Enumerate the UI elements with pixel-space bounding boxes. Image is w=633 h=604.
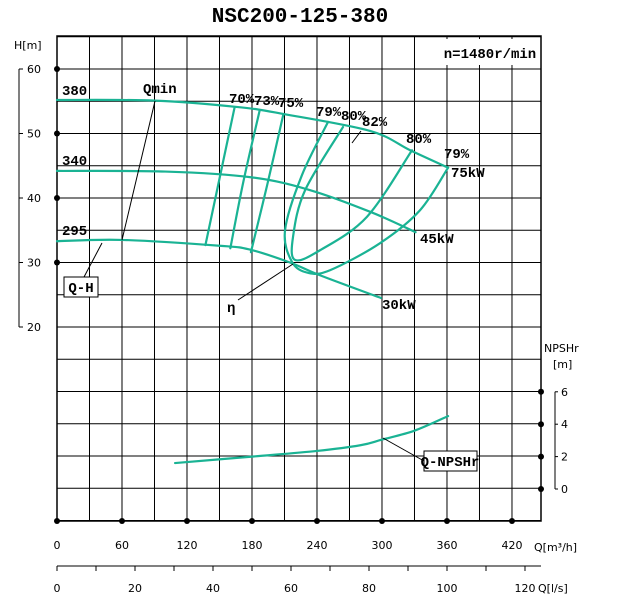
efficiency-curve-73: [229, 109, 261, 250]
eff-label-79-right: 79%: [444, 147, 470, 163]
npsh-box: [423, 450, 478, 472]
eff-label-75: 75%: [278, 96, 304, 112]
power-label-45kw: 45kW: [420, 232, 454, 248]
x2-tick-label: 40: [206, 582, 220, 595]
x-axis-dot: [508, 518, 515, 524]
speed-box: [443, 39, 539, 65]
x-axis-dot: [378, 518, 385, 524]
eff-label-80: 80%: [341, 109, 367, 125]
eff-label-79: 79%: [316, 105, 342, 121]
efficiency-curve-70: [204, 105, 236, 247]
y-axis-dot: [54, 195, 60, 201]
y2-axis-dot: [538, 421, 544, 428]
y-tick-label: 40: [27, 192, 41, 205]
efficiency-curve-75: [249, 113, 285, 254]
x-axis-dot: [54, 518, 60, 524]
eff-label-80-right: 80%: [406, 132, 432, 148]
x-tick-label: 180: [241, 539, 262, 552]
diameter-label-380: 380: [62, 84, 87, 100]
chart-title: NSC200-125-380: [212, 6, 388, 29]
eta-label: η: [227, 301, 235, 317]
y-axis-label: H[m]: [14, 39, 42, 52]
x-axis-dot: [313, 518, 320, 524]
qh-label: Q-H: [68, 281, 93, 297]
power-label-75kw: 75kW: [451, 166, 485, 182]
y-tick-label: 20: [27, 321, 41, 334]
y2-tick-label: 4: [561, 418, 568, 431]
x2-tick-label: 120: [514, 582, 535, 595]
eff-label-70: 70%: [229, 92, 255, 108]
eff-82-pointer: [351, 130, 362, 144]
eff-label-82: 82%: [362, 115, 388, 131]
y2-axis-unit: [m]: [553, 358, 572, 371]
x-axis-dot: [118, 518, 125, 524]
x2-tick-label: 20: [128, 582, 142, 595]
x-axis-dot: [183, 518, 190, 524]
qmin-label: Qmin: [143, 82, 177, 98]
y2-tick-label: 0: [561, 483, 568, 496]
efficiency-curve-79: [283, 120, 450, 276]
x-axis-label: Q[m³/h]: [534, 541, 577, 554]
x-axis-dot: [248, 518, 255, 524]
x-tick-label: 60: [115, 539, 129, 552]
y2-tick-label: 6: [561, 386, 568, 399]
y2-axis-dot: [538, 486, 544, 492]
y2-axis-dot: [538, 453, 544, 460]
x2-tick-label: 80: [362, 582, 376, 595]
x-tick-label: 420: [501, 539, 522, 552]
npshr-curve: [173, 415, 450, 465]
y2-axis-label: NPSHr: [544, 342, 579, 355]
y-tick-label: 60: [27, 63, 41, 76]
x-tick-label: 240: [306, 539, 327, 552]
x2-tick-label: 60: [284, 582, 298, 595]
x2-tick-label: 0: [54, 582, 61, 595]
power-label-30kw: 30kW: [382, 298, 416, 314]
y2-tick-label: 2: [561, 451, 568, 464]
curves: [55, 98, 450, 465]
x-tick-label: 0: [54, 539, 61, 552]
y-axis-dot: [54, 66, 60, 72]
x2-tick-label: 100: [436, 582, 457, 595]
y-tick-label: 50: [27, 128, 41, 141]
qh-pointer: [83, 242, 103, 278]
x-axis-dot: [443, 518, 450, 524]
npsh-label: Q-NPSHr: [421, 455, 480, 471]
npsh-pointer: [382, 437, 425, 462]
x-tick-label: 120: [176, 539, 197, 552]
x-tick-label: 360: [436, 539, 457, 552]
y-tick-label: 30: [27, 257, 41, 270]
y-axis-dot: [54, 130, 60, 137]
y2-axis-dot: [538, 388, 544, 395]
speed-label: n=1480r/min: [444, 47, 536, 63]
plot-frame: [56, 35, 542, 522]
x-tick-label: 300: [371, 539, 392, 552]
eta-pointer: [237, 263, 294, 301]
x2-axis-label: Q[l/s]: [538, 582, 568, 595]
diameter-label-340: 340: [62, 154, 87, 170]
y-axis-dot: [54, 259, 60, 266]
eff-label-73: 73%: [254, 94, 280, 110]
grid: [56, 35, 542, 522]
qmin-pointer: [121, 100, 156, 241]
qh-box: [63, 276, 99, 298]
efficiency-curve-80: [290, 125, 414, 262]
diameter-label-295: 295: [62, 224, 87, 240]
